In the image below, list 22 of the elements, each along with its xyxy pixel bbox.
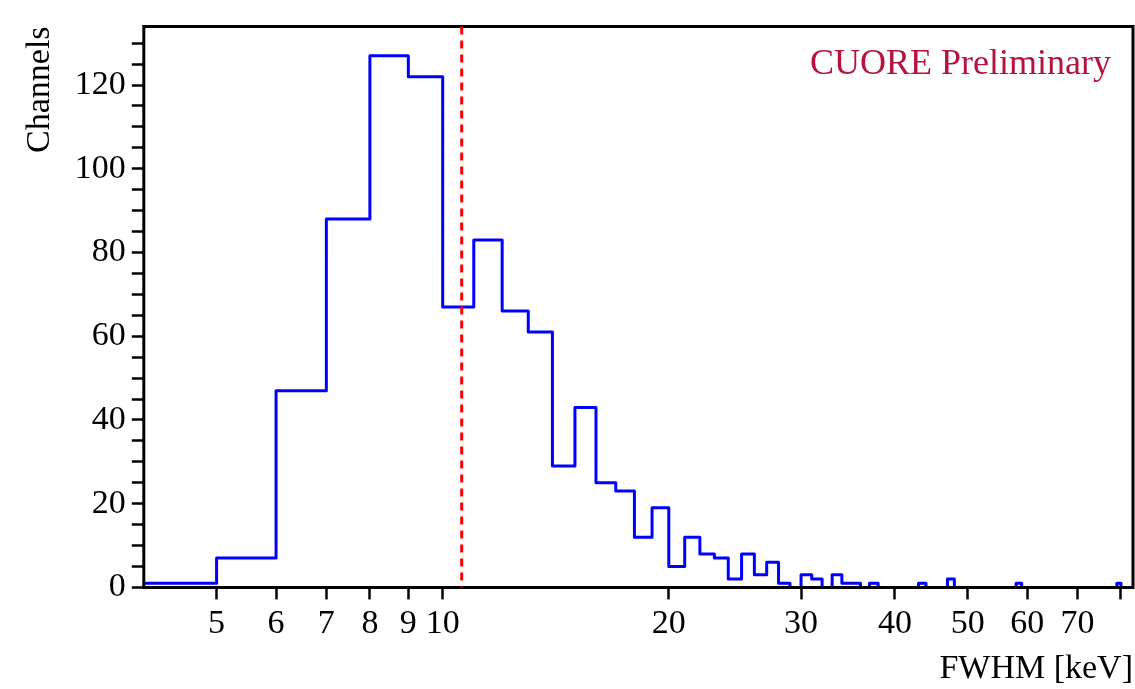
x-tick-label: 40 — [877, 602, 912, 640]
y-tick-label: 0 — [108, 566, 126, 604]
y-tick-label: 120 — [74, 63, 126, 101]
x-tick-label: 9 — [399, 602, 417, 640]
x-axis-title: FWHM [keV] — [939, 647, 1133, 685]
annotation: CUORE Preliminary — [810, 41, 1111, 82]
y-tick-label: 20 — [91, 482, 126, 520]
x-tick-label: 8 — [361, 602, 379, 640]
x-tick-label: 20 — [651, 602, 686, 640]
x-tick-label: 60 — [1010, 602, 1045, 640]
x-tick-label: 7 — [317, 602, 335, 640]
x-tick-label: 30 — [784, 602, 819, 640]
x-tick-label: 50 — [950, 602, 985, 640]
x-tick-label: 6 — [267, 602, 285, 640]
x-tick-label: 70 — [1060, 602, 1095, 640]
y-tick-label: 100 — [74, 147, 126, 185]
y-axis-title: Channels — [19, 26, 57, 153]
x-tick-label: 10 — [425, 602, 460, 640]
y-tick-label: 40 — [91, 398, 126, 436]
y-tick-label: 80 — [91, 231, 126, 269]
y-tick-label: 60 — [91, 315, 126, 353]
x-tick-label: 5 — [208, 602, 226, 640]
